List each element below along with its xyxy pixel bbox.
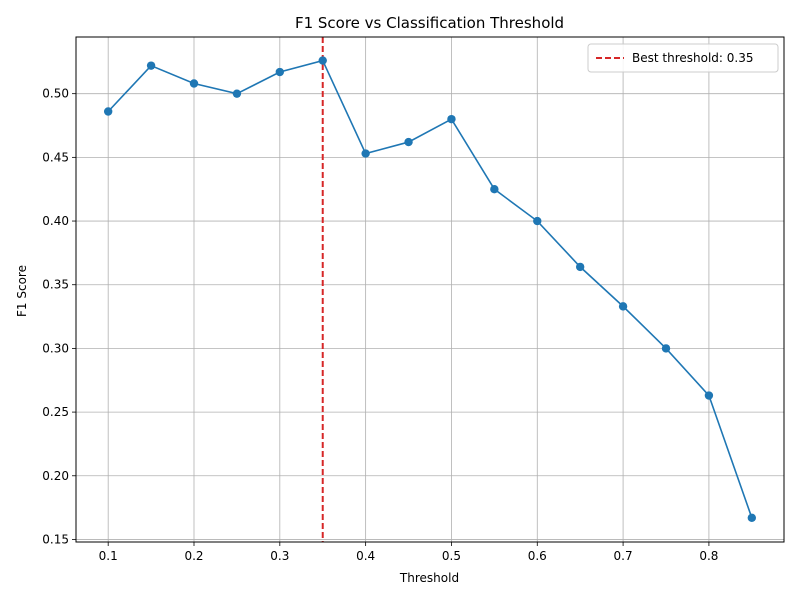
data-point	[618, 302, 628, 311]
x-tick-label: 0.6	[528, 549, 547, 563]
data-point	[575, 262, 585, 272]
x-axis-ticks: 0.1 0.2 0.3 0.4 0.5 0.6 0.7 0.8	[99, 542, 718, 563]
data-point	[318, 56, 327, 65]
data-point	[747, 513, 757, 523]
x-axis-label: Threshold	[399, 571, 459, 585]
y-tick-label: 0.25	[42, 405, 69, 419]
x-tick-label: 0.3	[270, 549, 289, 563]
chart-title: F1 Score vs Classification Threshold	[295, 14, 564, 32]
series-layer	[103, 56, 757, 523]
y-axis-label: F1 Score	[15, 265, 29, 317]
y-tick-label: 0.35	[42, 278, 69, 292]
legend: Best threshold: 0.35	[587, 43, 779, 73]
data-point	[146, 61, 156, 70]
x-tick-label: 0.7	[614, 549, 633, 563]
legend-label-best-threshold: Best threshold: 0.35	[632, 51, 753, 65]
y-tick-label: 0.30	[42, 341, 69, 355]
y-tick-label: 0.20	[42, 469, 69, 483]
data-point	[361, 149, 370, 158]
data-point	[404, 137, 413, 147]
y-tick-label: 0.40	[42, 214, 69, 228]
data-point	[533, 216, 542, 226]
y-tick-label: 0.50	[42, 87, 69, 101]
y-axis-ticks: 0.15 0.20 0.25 0.30 0.35 0.40 0.45 0.50	[42, 87, 76, 546]
grid-lines	[76, 37, 784, 542]
data-point	[103, 107, 113, 116]
y-tick-label: 0.15	[42, 532, 69, 546]
data-point	[490, 185, 499, 194]
data-point	[189, 79, 199, 88]
data-point	[275, 67, 285, 77]
data-point	[447, 114, 456, 124]
x-tick-label: 0.8	[699, 549, 718, 563]
series-line-f1	[107, 59, 753, 519]
x-tick-label: 0.5	[442, 549, 461, 563]
data-point	[661, 344, 671, 353]
y-tick-label: 0.45	[42, 150, 69, 164]
legend-box	[587, 43, 779, 73]
data-point	[704, 391, 714, 400]
x-tick-label: 0.4	[356, 549, 375, 563]
data-point	[232, 89, 242, 98]
x-tick-label: 0.1	[99, 549, 118, 563]
plot-area-frame	[75, 36, 785, 543]
x-tick-label: 0.2	[184, 549, 203, 563]
